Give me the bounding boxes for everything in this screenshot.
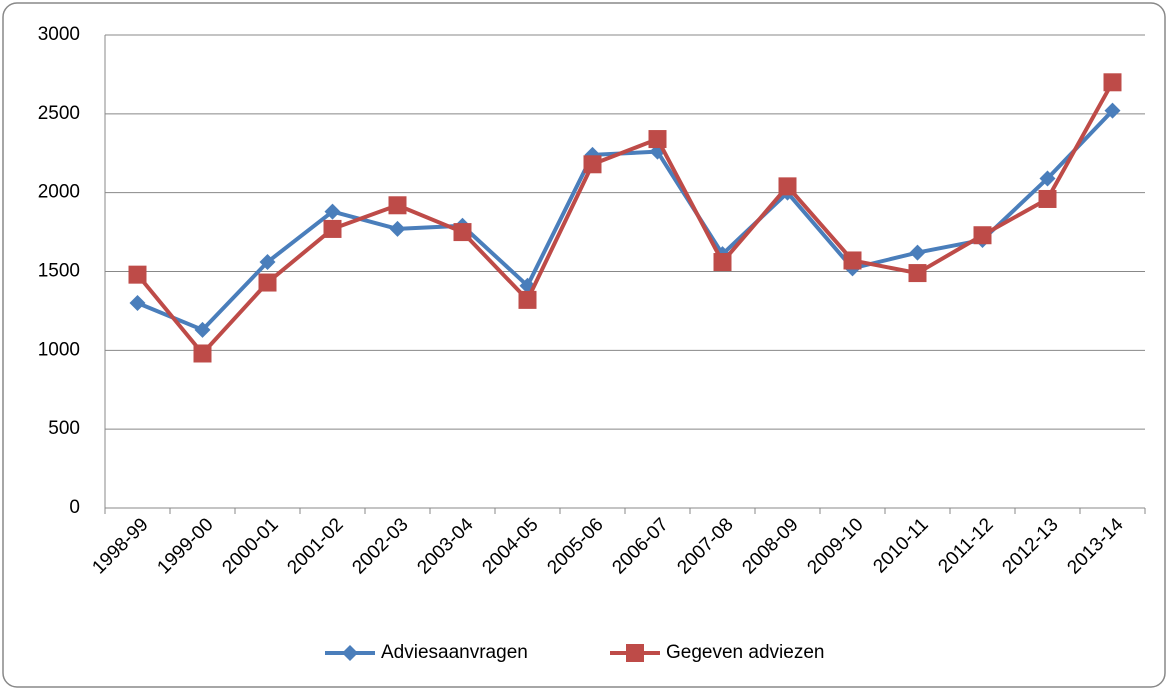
data-point [193,344,212,363]
data-point [1039,170,1056,187]
y-tick-label: 0 [69,497,80,518]
data-point [128,265,147,284]
data-point [194,321,211,338]
data-point [259,254,276,271]
data-point [388,196,407,215]
legend-label: Gegeven adviezen [666,642,824,663]
y-tick-label: 500 [48,418,80,439]
data-point [583,155,602,174]
y-tick-label: 3000 [38,24,80,45]
data-point [843,251,862,270]
data-point [908,264,927,283]
data-point [1104,102,1121,119]
data-point [258,273,277,292]
data-point [389,220,406,237]
y-tick-label: 1500 [38,261,80,282]
data-point [648,130,667,149]
data-point [1038,189,1057,208]
data-point [453,223,472,242]
data-point [323,219,342,238]
y-tick-label: 1000 [38,339,80,360]
data-point [324,203,341,220]
series-line [135,81,1115,356]
data-point [129,295,146,312]
data-point [973,226,992,245]
data-point [778,177,797,196]
y-tick-label: 2500 [38,103,80,124]
legend-marker [342,645,358,661]
legend-label: Adviesaanvragen [381,642,528,663]
data-point [713,253,732,272]
y-tick-label: 2000 [38,182,80,203]
data-point [518,290,537,309]
legend-marker [626,644,644,662]
data-point [1103,73,1122,92]
data-point [909,244,926,261]
